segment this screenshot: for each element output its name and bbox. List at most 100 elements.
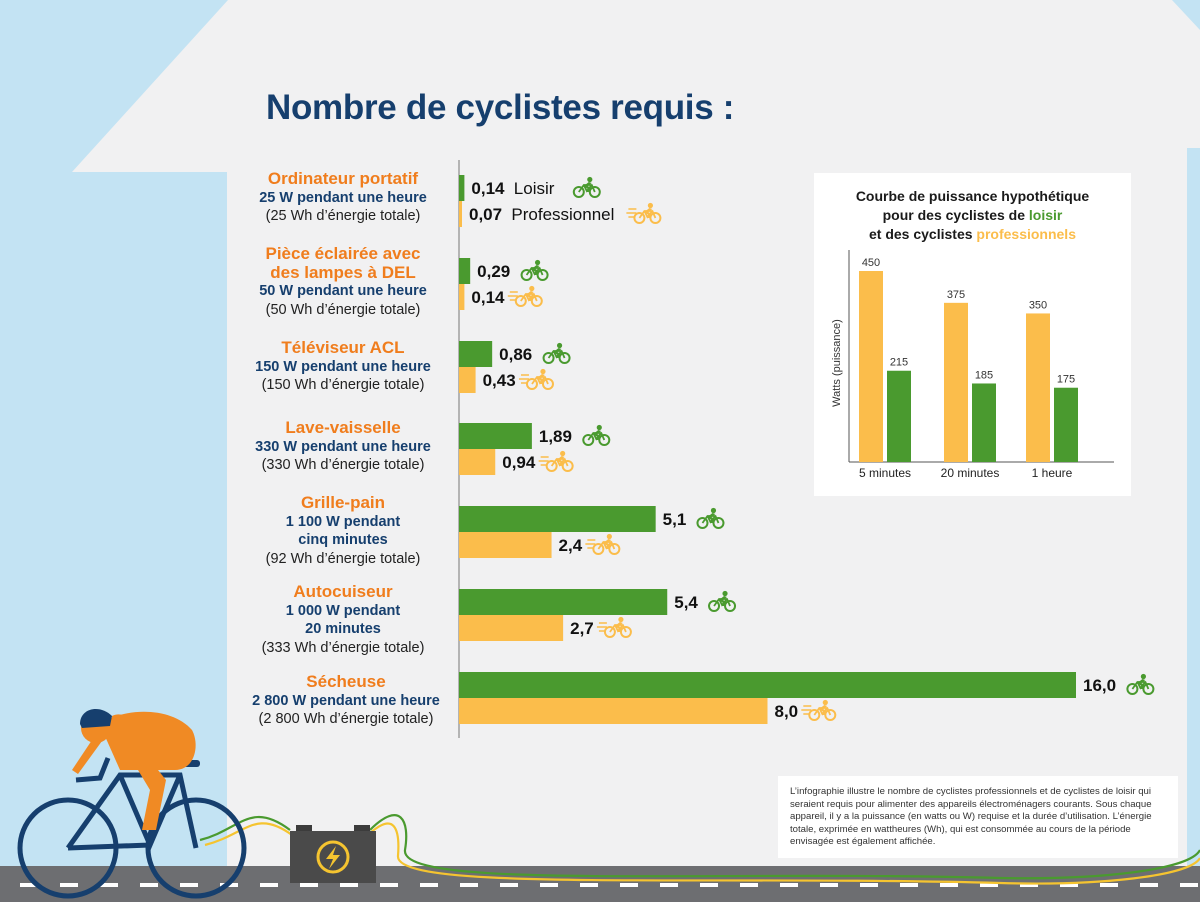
- appliance-energy: (92 Wh d’énergie totale): [265, 550, 421, 567]
- appliance-power: 1 000 W pendant: [285, 602, 401, 619]
- inset-value-label: 185: [975, 369, 993, 381]
- value-label-leisure-5: 5,4: [674, 593, 698, 612]
- bicycle-icon-pro: [518, 368, 554, 390]
- value-label-leisure-2: 0,86: [499, 345, 532, 364]
- value-label-leisure-6: 16,0: [1083, 676, 1116, 695]
- bar-pro-0: [459, 201, 462, 227]
- legend-word-leisure: Loisir: [514, 179, 555, 198]
- cable-yellow: [204, 822, 1200, 885]
- inset-bar-pro-1: [944, 302, 968, 462]
- bicycle-icon-leisure: [696, 507, 725, 529]
- bar-leisure-2: [459, 341, 493, 367]
- appliance-label-3: Lave-vaisselle 330 W pendant une heure (33…: [193, 418, 493, 475]
- appliance-label-4: Grille-pain 1 100 W pendant cinq minutes (9…: [193, 493, 493, 568]
- bar-leisure-3: [459, 423, 532, 449]
- inset-value-label: 350: [1029, 299, 1047, 311]
- inset-title-line3: et des cyclistes professionnels: [814, 225, 1131, 244]
- bar-pro-1: [459, 284, 465, 310]
- inset-title-line3-prefix: et des cyclistes: [869, 226, 977, 242]
- appliance-energy: (2 800 Wh d’énergie totale): [258, 711, 434, 727]
- bicycle-icon-pro: [507, 285, 543, 307]
- value-label-pro-3: 0,94: [502, 453, 536, 472]
- appliance-power: 330 W pendant une heure: [255, 438, 431, 455]
- inset-value-label: 450: [862, 257, 880, 269]
- bar-pro-5: [459, 615, 564, 641]
- appliance-label-2: Téléviseur ACL 150 W pendant une heure (15…: [193, 338, 493, 395]
- appliance-power: 1 100 W pendant: [285, 513, 401, 530]
- value-label-pro-6: 8,0: [775, 702, 799, 721]
- legend-word-pro: Professionnel: [511, 205, 614, 224]
- value-label-leisure-4: 5,1: [663, 510, 687, 529]
- inset-bar-chart: Watts (puissance) 450 215 5 minutes 375 185 20…: [831, 250, 1114, 480]
- appliance-power: 20 minutes: [305, 621, 381, 637]
- bar-pro-6: [459, 698, 768, 724]
- appliance-label-5: Autocuiseur 1 000 W pendant 20 minutes (333…: [193, 582, 493, 657]
- bar-leisure-0: [459, 175, 465, 201]
- bar-pro-3: [459, 449, 496, 475]
- road-dashes: [20, 883, 1198, 887]
- appliance-label-6: Sécheuse 2 800 W pendant une heure (2 800 …: [196, 672, 496, 729]
- inset-value-label: 175: [1057, 374, 1075, 386]
- value-label-pro-0: 0,07: [469, 205, 502, 224]
- appliance-power: 25 W pendant une heure: [259, 189, 427, 206]
- appliance-energy: (25 Wh d’énergie totale): [265, 208, 421, 224]
- page-title: Nombre de cyclistes requis :: [266, 88, 735, 127]
- appliance-power: 2 800 W pendant une heure: [252, 692, 440, 709]
- cyclist-illustration: [17, 709, 247, 899]
- appliance-energy: (150 Wh d’énergie totale): [261, 377, 425, 393]
- inset-bar-leisure-0: [887, 370, 911, 462]
- appliance-energy: (50 Wh d’énergie totale): [265, 301, 421, 318]
- footnote: L’infographie illustre le nombre de cycl…: [778, 776, 1178, 858]
- appliance-name: Autocuiseur: [293, 582, 393, 601]
- inset-value-label: 375: [947, 289, 965, 301]
- inset-title-leisure-word: loisir: [1028, 207, 1063, 223]
- value-label-leisure-1: 0,29: [477, 262, 510, 281]
- appliance-name: Sécheuse: [306, 672, 386, 691]
- bar-leisure-6: [459, 672, 1076, 698]
- inset-category-label: 1 heure: [1032, 466, 1073, 480]
- bar-leisure-1: [459, 258, 471, 284]
- inset-chart-panel: Courbe de puissance hypothétique pour de…: [814, 173, 1131, 496]
- bar-pro-2: [459, 367, 476, 393]
- value-label-pro-5: 2,7: [570, 619, 594, 638]
- appliance-name: Ordinateur portatif: [267, 169, 419, 188]
- bicycle-icon-leisure: [520, 259, 549, 281]
- bicycle-icon-pro: [626, 202, 662, 224]
- value-label-pro-4: 2,4: [559, 536, 583, 555]
- inset-category-label: 5 minutes: [859, 466, 911, 480]
- appliance-power: cinq minutes: [298, 532, 388, 548]
- inset-bar-pro-0: [859, 271, 883, 462]
- bicycle-icon-leisure: [542, 342, 571, 364]
- appliance-power: 150 W pendant une heure: [255, 358, 431, 375]
- bicycle-icon-leisure: [582, 424, 611, 446]
- appliance-label-0: Ordinateur portatif 25 W pendant une heur…: [193, 169, 493, 226]
- inset-title-pro-word: professionnels: [976, 226, 1076, 242]
- appliance-name: Téléviseur ACL: [281, 338, 405, 357]
- bar-leisure-5: [459, 589, 668, 615]
- inset-bar-leisure-2: [1054, 387, 1078, 462]
- value-label-leisure-3: 1,89: [539, 427, 572, 446]
- appliance-label-1: Pièce éclairée avec des lampes à DEL 50 W …: [193, 244, 493, 319]
- value-label-leisure-0: 0,14: [471, 179, 505, 198]
- inset-bar-pro-2: [1026, 313, 1050, 462]
- bar-leisure-4: [459, 506, 656, 532]
- inset-category-label: 20 minutes: [941, 466, 1000, 480]
- bar-pro-4: [459, 532, 552, 558]
- appliance-name: Pièce éclairée avec: [265, 244, 421, 263]
- bicycle-icon-leisure: [572, 176, 601, 198]
- value-label-pro-2: 0,43: [483, 371, 516, 390]
- appliance-energy: (330 Wh d’énergie totale): [261, 457, 425, 473]
- value-label-pro-1: 0,14: [471, 288, 505, 307]
- appliance-energy: (333 Wh d’énergie totale): [261, 639, 425, 656]
- appliance-name: Grille-pain: [300, 493, 386, 512]
- inset-title-line2-prefix: pour des cyclistes de: [882, 207, 1029, 223]
- bicycle-icon-leisure: [1126, 673, 1155, 695]
- appliance-name: des lampes à DEL: [270, 262, 416, 282]
- appliance-name: Lave-vaisselle: [285, 418, 401, 437]
- bicycle-icon-pro: [596, 616, 632, 638]
- bicycle-icon-pro: [585, 533, 621, 555]
- bicycle-icon-leisure: [708, 590, 737, 612]
- inset-y-label: Watts (puissance): [831, 319, 843, 407]
- inset-bar-leisure-1: [972, 383, 996, 462]
